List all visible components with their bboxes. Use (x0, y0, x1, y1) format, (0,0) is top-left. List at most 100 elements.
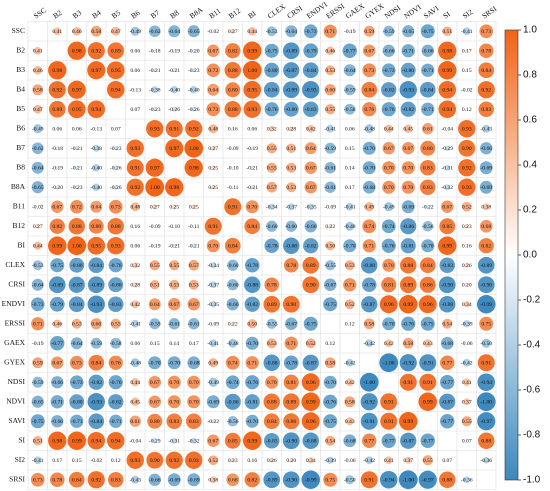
correlation-circle (149, 318, 161, 330)
value-label: 0.38 (481, 204, 491, 210)
value-label: 0.60 (91, 321, 101, 327)
value-label: 0.64 (306, 146, 316, 152)
value-label: -0.37 (207, 282, 219, 288)
correlation-circle (67, 80, 86, 99)
value-label: -0.84 (266, 87, 278, 93)
correlation-circle (382, 161, 396, 175)
correlation-circle (398, 411, 418, 431)
value-label: 0.58 (33, 87, 43, 93)
value-label: 0.84 (228, 243, 238, 249)
correlation-circle (70, 200, 84, 214)
value-label: -0.74 (227, 380, 239, 386)
correlation-circle (478, 432, 495, 449)
value-label: 0.86 (286, 419, 296, 425)
value-label: -0.43 (480, 126, 492, 132)
correlation-circle (134, 50, 136, 52)
value-label: 0.49 (208, 360, 218, 366)
correlation-circle (384, 456, 393, 465)
value-label: -0.76 (266, 107, 278, 113)
value-label: 0.16 (130, 224, 140, 230)
correlation-circle (87, 42, 105, 60)
correlation-circle (149, 279, 160, 290)
correlation-circle (148, 473, 161, 486)
correlation-circle (478, 62, 495, 79)
value-label: 0.07 (111, 126, 121, 132)
value-label: -0.91 (363, 419, 375, 425)
value-label: 0.25 (169, 204, 179, 210)
value-label: -0.89 (285, 87, 297, 93)
value-label: -0.29 (149, 438, 161, 444)
correlation-circle (210, 165, 216, 171)
value-label: 0.52 (345, 302, 355, 308)
correlation-circle (301, 412, 320, 431)
correlation-circle (344, 84, 356, 96)
correlation-circle (52, 319, 62, 329)
correlation-circle (465, 108, 468, 111)
correlation-circle (31, 278, 44, 291)
value-label: -0.66 (383, 48, 395, 54)
value-label: 0.86 (423, 282, 433, 288)
value-label: 0.51 (442, 29, 452, 35)
correlation-circle (402, 337, 414, 349)
correlation-circle (382, 258, 396, 272)
value-label: 0.78 (286, 263, 296, 269)
correlation-circle (131, 319, 140, 328)
correlation-circle (48, 431, 67, 450)
correlation-circle (153, 49, 157, 53)
correlation-circle (465, 49, 469, 53)
value-label: -0.79 (305, 48, 317, 54)
value-label: -0.75 (324, 302, 336, 308)
correlation-circle (302, 354, 319, 371)
colorbar-tick-label: 0.2 (523, 205, 537, 216)
correlation-circle (225, 355, 240, 370)
value-label: 0.72 (208, 68, 218, 74)
value-label: 0.07 (130, 107, 140, 113)
value-label: -0.29 (441, 146, 453, 152)
value-label: -0.83 (110, 302, 122, 308)
value-label: -0.13 (129, 87, 141, 93)
value-label: 0.97 (150, 165, 160, 171)
correlation-circle (438, 100, 457, 119)
value-label: 0.64 (91, 204, 101, 210)
correlation-circle (400, 101, 416, 117)
value-label: 0.67 (403, 146, 413, 152)
value-label: 0.92 (91, 477, 101, 483)
correlation-circle (87, 393, 105, 411)
correlation-circle (50, 395, 64, 409)
correlation-circle (283, 62, 300, 79)
value-label: -0.59 (90, 341, 102, 347)
value-label: 0.94 (91, 107, 101, 113)
value-label: -0.42 (461, 360, 473, 366)
value-label: 0.94 (111, 87, 121, 93)
value-label: 0.94 (442, 107, 452, 113)
value-label: -0.48 (129, 360, 141, 366)
correlation-circle (418, 295, 437, 314)
value-label: -0.82 (110, 399, 122, 405)
value-label: -0.61 (324, 185, 336, 191)
correlation-circle (382, 317, 396, 331)
correlation-circle (106, 431, 125, 450)
value-label: 0.45 (403, 126, 413, 132)
correlation-circle (70, 337, 83, 350)
correlation-circle (231, 186, 234, 189)
correlation-circle (167, 473, 181, 487)
value-label: 0.58 (325, 360, 335, 366)
value-label: -0.60 (227, 263, 239, 269)
correlation-circle (302, 81, 320, 99)
correlation-circle (206, 239, 220, 253)
correlation-circle (171, 204, 177, 210)
value-label: 1.00 (189, 146, 199, 152)
value-label: 0.70 (384, 263, 394, 269)
value-label: 0.91 (384, 399, 394, 405)
value-label: 0.83 (423, 185, 433, 191)
correlation-circle (365, 339, 374, 348)
value-label: -0.21 (168, 68, 180, 74)
value-label: -0.84 (90, 263, 102, 269)
correlation-circle (87, 471, 105, 489)
correlation-circle (148, 356, 162, 370)
correlation-circle (324, 162, 336, 174)
correlation-circle (224, 62, 241, 79)
correlation-circle (422, 123, 434, 135)
value-label: 0.64 (208, 87, 218, 93)
value-label: -0.22 (422, 204, 434, 210)
